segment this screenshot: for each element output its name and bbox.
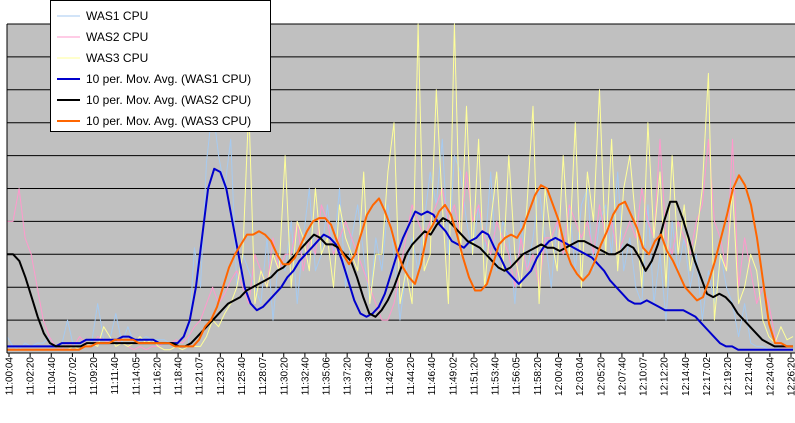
series-line-10-per-mov-avg-was1-cpu bbox=[7, 167, 793, 351]
x-tick-label: 11:58:20 bbox=[533, 357, 544, 396]
x-tick-label: 11:25:40 bbox=[237, 357, 248, 396]
x-tick-label: 11:46:40 bbox=[427, 357, 438, 396]
legend-box bbox=[50, 0, 271, 132]
x-tick-label: 12:19:20 bbox=[723, 357, 734, 396]
x-tick-label: 11:14:05 bbox=[131, 357, 142, 396]
x-tick-label: 11:37:20 bbox=[343, 357, 354, 396]
moving-average-series-group bbox=[7, 167, 793, 351]
x-tick-label: 11:04:40 bbox=[47, 357, 58, 396]
legend-label: WAS1 CPU bbox=[86, 9, 148, 23]
legend: WAS1 CPU WAS2 CPU WAS3 CPU 10 per. Mov. Avg… bbox=[50, 0, 271, 132]
legend-label: 10 per. Mov. Avg. (WAS2 CPU) bbox=[86, 93, 251, 107]
x-tick-label: 11:32:40 bbox=[300, 357, 311, 396]
x-tick-label: 12:24:04 bbox=[765, 357, 776, 396]
series-line-10-per-mov-avg-was3-cpu bbox=[7, 174, 793, 351]
x-tick-label: 11:02:20 bbox=[26, 357, 37, 396]
x-tick-label: 12:05:20 bbox=[596, 357, 607, 396]
x-tick-label: 11:18:40 bbox=[174, 357, 185, 396]
x-tick-label: 11:00:04 bbox=[5, 357, 16, 396]
x-tick-label: 11:42:06 bbox=[385, 357, 396, 396]
x-tick-label: 11:56:05 bbox=[512, 357, 523, 396]
x-tick-label: 12:03:04 bbox=[575, 357, 586, 396]
x-tick-label: 11:30:20 bbox=[279, 357, 290, 396]
series-line-was3-cpu bbox=[7, 23, 794, 351]
legend-label: WAS3 CPU bbox=[86, 51, 148, 65]
x-tick-label: 11:44:20 bbox=[406, 357, 417, 396]
x-tick-label: 11:49:02 bbox=[448, 357, 459, 396]
x-tick-label: 11:07:02 bbox=[68, 357, 79, 396]
x-tick-label: 12:10:07 bbox=[639, 357, 650, 396]
x-tick-label: 12:00:40 bbox=[554, 357, 565, 396]
legend-label: WAS2 CPU bbox=[86, 30, 148, 44]
x-tick-label: 12:26:20 bbox=[787, 357, 795, 396]
x-tick-label: 11:51:20 bbox=[469, 357, 480, 396]
x-tick-label: 11:23:20 bbox=[216, 357, 227, 396]
x-tick-label: 11:11:40 bbox=[110, 357, 121, 395]
x-tick-label: 11:53:40 bbox=[491, 357, 502, 396]
x-tick-labels: 11:00:04 11:02:20 11:04:40 11:07:02 11:09:20… bbox=[5, 353, 795, 396]
x-tick-label: 12:12:20 bbox=[660, 357, 671, 396]
series-line-was1-cpu bbox=[6, 105, 793, 351]
x-tick-label: 11:21:07 bbox=[195, 357, 206, 396]
x-tick-label: 11:39:40 bbox=[364, 357, 375, 396]
x-tick-label: 11:28:07 bbox=[258, 357, 269, 396]
legend-label: 10 per. Mov. Avg. (WAS3 CPU) bbox=[86, 114, 251, 128]
x-tick-label: 11:09:20 bbox=[89, 357, 100, 396]
x-tick-label: 12:07:40 bbox=[617, 357, 628, 396]
legend-label: 10 per. Mov. Avg. (WAS1 CPU) bbox=[86, 72, 251, 86]
x-tick-label: 11:16:20 bbox=[152, 357, 163, 396]
x-tick-label: 12:14:40 bbox=[681, 357, 692, 396]
x-tick-label: 12:21:40 bbox=[744, 357, 755, 396]
x-tick-label: 11:35:06 bbox=[322, 357, 333, 396]
x-tick-label: 12:17:02 bbox=[702, 357, 713, 396]
